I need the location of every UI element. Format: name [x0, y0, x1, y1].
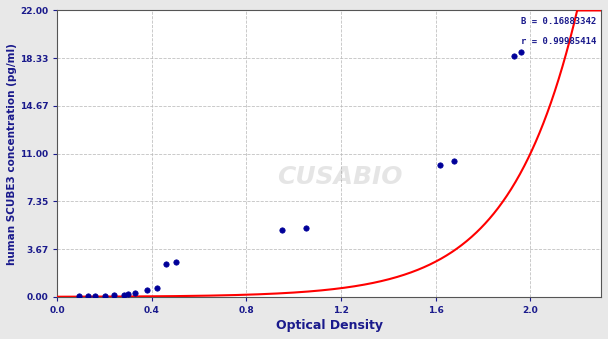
Point [109, 293, 119, 298]
Point [277, 228, 287, 233]
Point [152, 286, 162, 291]
Point [74, 294, 83, 299]
Point [516, 49, 525, 55]
Point [171, 259, 181, 264]
Text: CUSABIO: CUSABIO [277, 164, 403, 188]
Point [123, 291, 133, 297]
Point [435, 163, 445, 168]
Y-axis label: human SCUBE3 concentration (pg/ml): human SCUBE3 concentration (pg/ml) [7, 43, 17, 265]
X-axis label: Optical Density: Optical Density [275, 319, 382, 332]
Point [100, 293, 109, 299]
Point [142, 287, 152, 293]
Text: r = 0.99985414: r = 0.99985414 [520, 37, 596, 46]
Point [509, 53, 519, 59]
Point [450, 159, 460, 164]
Point [91, 293, 100, 299]
Point [83, 294, 93, 299]
Text: B = 0.16883342: B = 0.16883342 [520, 17, 596, 26]
Point [131, 290, 140, 296]
Point [161, 262, 171, 267]
Point [119, 292, 128, 297]
Point [301, 225, 311, 231]
